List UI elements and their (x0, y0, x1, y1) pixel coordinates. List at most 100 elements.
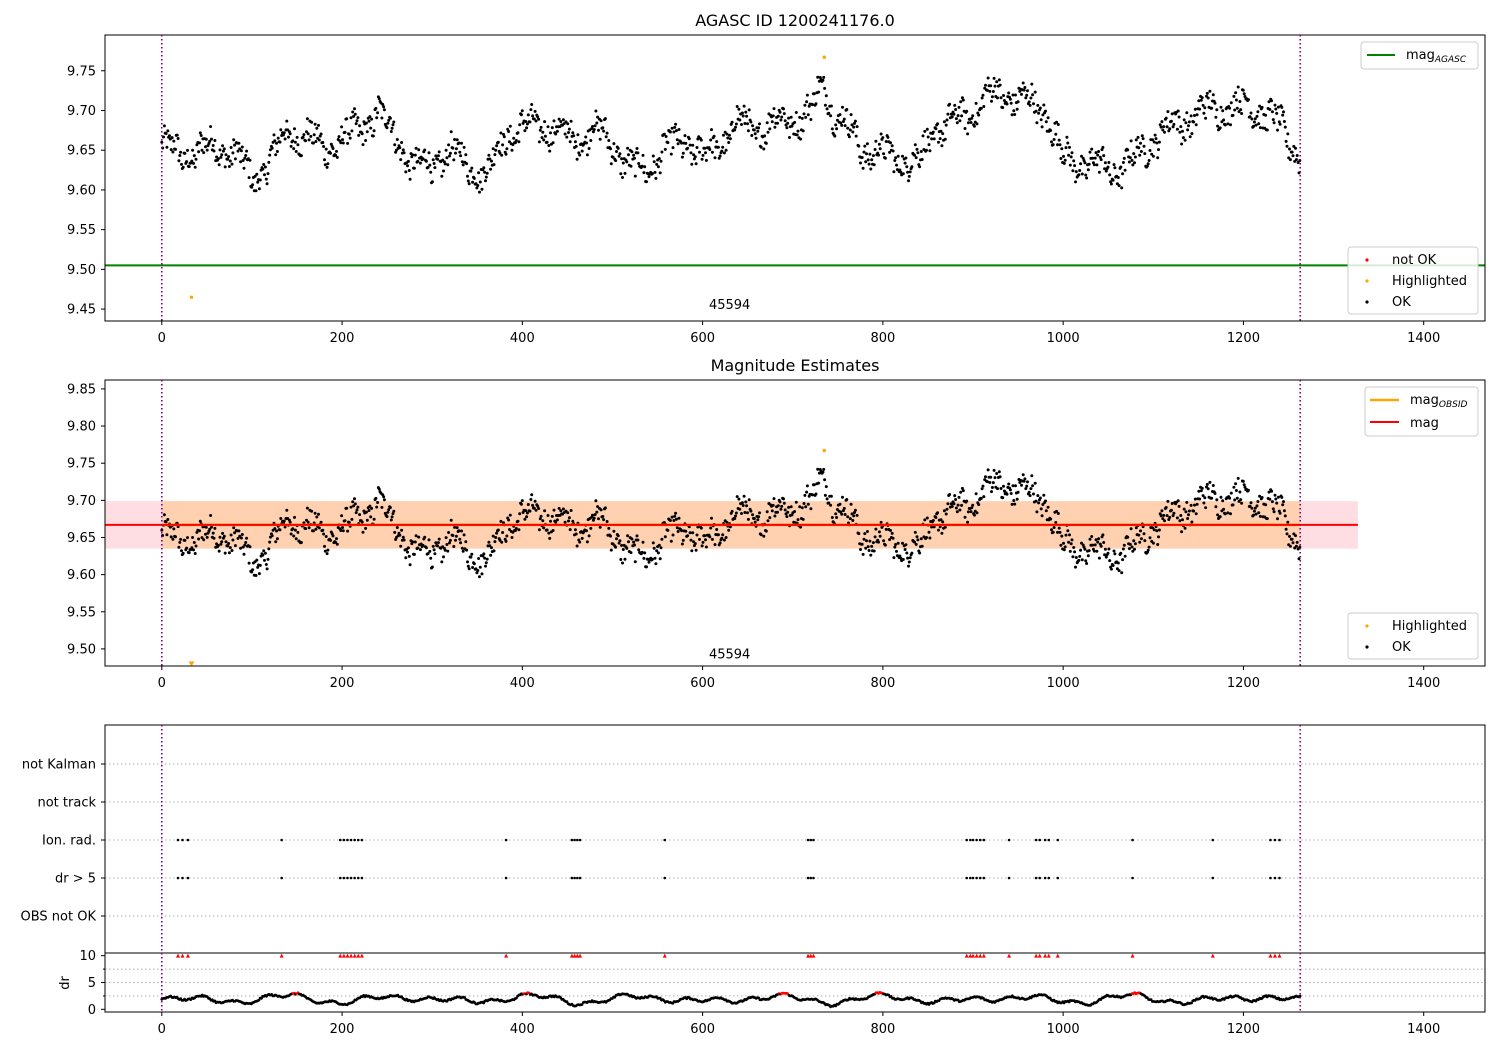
ok-point (251, 183, 255, 187)
ok-point (204, 137, 208, 141)
ok-point (852, 514, 856, 518)
ok-point (489, 167, 493, 171)
ok-point (1282, 120, 1286, 123)
ok-point (519, 502, 523, 506)
flag-point (349, 838, 353, 842)
ok-point (898, 168, 902, 172)
ok-point (191, 536, 195, 539)
x-tick-label: 1000 (1047, 1022, 1080, 1037)
ok-point (1192, 120, 1196, 124)
ok-point (910, 165, 914, 169)
ok-point (704, 545, 708, 549)
ok-point (370, 117, 374, 121)
ok-point (1214, 115, 1218, 119)
ok-point (785, 126, 789, 130)
ok-point (879, 520, 883, 524)
ok-point (659, 546, 663, 550)
ok-point (437, 150, 441, 154)
ok-point (423, 535, 427, 539)
ok-point (169, 148, 173, 152)
flag-point (978, 838, 982, 842)
dr-outlier-marker (808, 953, 813, 958)
ok-point (402, 538, 406, 542)
ok-point (1037, 111, 1041, 115)
ok-point (198, 529, 201, 533)
ok-point (1181, 129, 1184, 133)
ok-point (1130, 158, 1134, 162)
ok-point (1202, 501, 1206, 505)
ok-point (512, 136, 516, 140)
ok-point (850, 123, 854, 127)
ok-point (1240, 112, 1244, 115)
x-tick-label: 400 (510, 331, 535, 346)
ok-point (905, 165, 909, 169)
ok-point (353, 107, 356, 111)
ok-point (1238, 100, 1242, 103)
ok-point (854, 134, 858, 138)
ok-point (798, 115, 802, 119)
ok-point (1133, 161, 1136, 165)
ok-point (747, 108, 751, 112)
ok-point (625, 546, 629, 550)
ok-point (703, 534, 707, 538)
ok-point (980, 96, 984, 100)
ok-point (261, 167, 265, 171)
ok-point (652, 160, 656, 164)
ok-point (174, 147, 177, 151)
ok-point (542, 526, 546, 530)
ok-point (666, 528, 670, 532)
ok-point (412, 552, 416, 556)
ok-point (943, 525, 947, 529)
ok-point (1200, 486, 1204, 490)
ok-point (790, 124, 794, 128)
ok-point (228, 546, 232, 550)
ok-point (287, 135, 290, 139)
ok-point (1208, 89, 1212, 93)
ok-point (1229, 101, 1233, 105)
ok-point (903, 548, 907, 551)
ok-point (1243, 95, 1247, 98)
ok-point (979, 106, 983, 110)
ok-point (795, 133, 799, 137)
ok-point (1182, 118, 1186, 122)
ok-point (627, 153, 630, 157)
ok-point (866, 545, 870, 549)
dr-outlier-marker (1055, 953, 1060, 958)
ok-point (548, 536, 552, 540)
ok-point (1069, 155, 1073, 159)
ok-point (211, 531, 215, 535)
ok-point (1058, 143, 1062, 147)
ok-point (561, 118, 565, 122)
ok-point (1120, 186, 1124, 190)
ok-point (361, 143, 365, 147)
ok-point (528, 509, 532, 513)
ok-point (547, 531, 551, 535)
ok-point (1021, 81, 1025, 85)
flag-point (504, 838, 508, 842)
ok-point (1183, 526, 1187, 530)
ok-point (863, 532, 867, 536)
ok-point (1091, 156, 1095, 160)
ok-point (170, 136, 174, 140)
ok-point (663, 147, 667, 151)
ok-point (431, 544, 435, 548)
ok-point (566, 511, 570, 515)
ok-point (302, 133, 306, 137)
x-tick-label: 200 (330, 676, 355, 691)
ok-point (493, 153, 497, 157)
ok-point (233, 157, 237, 161)
ok-point (443, 162, 447, 166)
ok-point (1080, 172, 1084, 176)
ok-point (1056, 123, 1060, 126)
ok-point (934, 516, 938, 519)
ok-point (268, 153, 272, 157)
ok-point (934, 127, 938, 131)
ok-point (637, 548, 641, 552)
ok-point (752, 128, 756, 132)
ok-point (1101, 533, 1105, 537)
ok-point (742, 104, 746, 108)
ok-point (643, 165, 647, 169)
ok-point (1096, 540, 1100, 544)
ok-point (1294, 534, 1297, 538)
ok-point (1122, 543, 1126, 547)
